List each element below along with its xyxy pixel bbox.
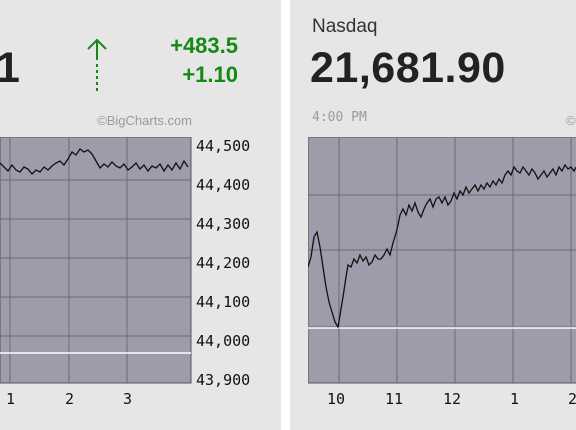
bigcharts-credit: ©BigCharts.com — [97, 113, 192, 128]
index-value: 1 — [0, 44, 21, 92]
bigcharts-credit: © — [566, 113, 576, 128]
x-tick: 11 — [385, 390, 404, 408]
up-arrow-icon — [87, 38, 107, 92]
dow-price-chart — [0, 137, 192, 384]
index-name: Nasdaq — [312, 16, 378, 37]
y-tick: 44,400 — [196, 176, 251, 194]
index-value: 21,681.90 — [310, 44, 506, 92]
y-tick: 44,300 — [196, 215, 251, 233]
y-tick: 44,200 — [196, 254, 251, 272]
y-tick: 44,000 — [196, 332, 251, 350]
x-tick: 2 — [65, 390, 75, 408]
x-tick: 10 — [327, 390, 346, 408]
change-points: +483.5 — [170, 33, 238, 58]
y-tick: 44,500 — [196, 137, 251, 155]
y-tick: 44,100 — [196, 293, 251, 311]
panel-divider — [281, 0, 290, 430]
x-tick: 1 — [510, 390, 520, 408]
nasdaq-chart-panel: Nasdaq 21,681.90 4:00 PM © 10 11 12 1 2 — [290, 0, 576, 430]
x-tick: 3 — [123, 390, 133, 408]
x-tick: 12 — [443, 390, 462, 408]
y-tick: 43,900 — [196, 371, 251, 389]
change-percent: +1.10 — [182, 62, 238, 87]
dow-chart-panel: 1 +483.5 +1.10 ©BigCharts.com 44,500 44,… — [0, 0, 281, 430]
nasdaq-price-chart — [308, 137, 576, 384]
x-tick: 1 — [6, 390, 16, 408]
dow-price-line — [0, 148, 189, 175]
nasdaq-price-line — [308, 163, 576, 329]
timestamp: 4:00 PM — [312, 110, 367, 125]
x-tick: 2 — [568, 390, 576, 408]
